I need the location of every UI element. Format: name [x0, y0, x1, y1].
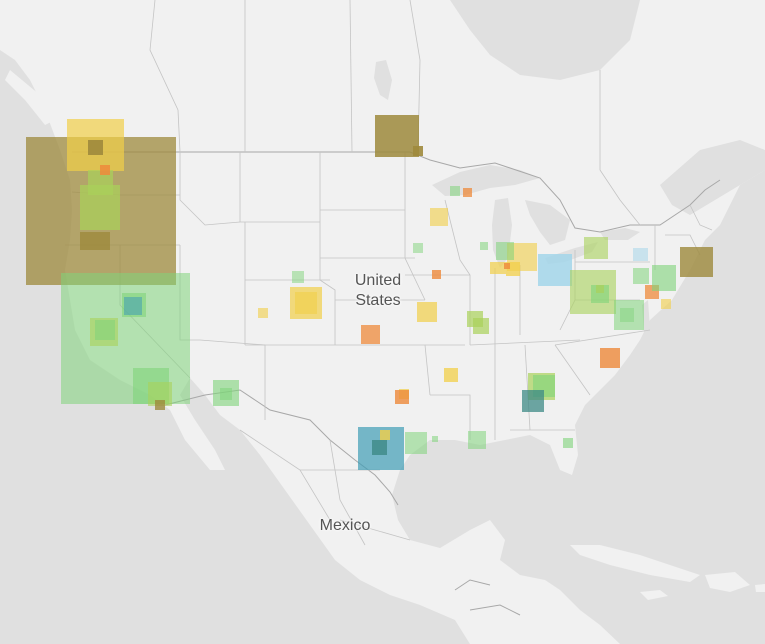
map-marker[interactable]: [661, 299, 671, 309]
cuba-landmass: [570, 545, 700, 582]
state-border-nc-va: [554, 329, 651, 346]
map-marker[interactable]: [468, 431, 486, 449]
state-border-wi-il: [444, 199, 471, 345]
province-border-bc-ab: [149, 0, 181, 153]
st-lawrence-gulf: [660, 140, 765, 215]
map-marker[interactable]: [444, 368, 458, 382]
map-marker[interactable]: [220, 388, 232, 400]
map-marker[interactable]: [375, 115, 419, 157]
map-marker[interactable]: [361, 325, 380, 344]
map-marker[interactable]: [380, 430, 390, 440]
map-marker[interactable]: [504, 263, 510, 269]
map-marker[interactable]: [591, 285, 609, 303]
map-marker[interactable]: [413, 146, 423, 156]
map-marker[interactable]: [563, 438, 573, 448]
map-marker[interactable]: [405, 432, 427, 454]
state-border-mt-wy: [239, 152, 320, 223]
map-marker[interactable]: [395, 390, 409, 404]
map-marker[interactable]: [432, 270, 441, 279]
map-marker[interactable]: [490, 262, 506, 274]
map-marker[interactable]: [600, 348, 620, 368]
state-border-ar-la: [430, 394, 471, 440]
state-border-al-ga: [524, 344, 531, 431]
map-marker[interactable]: [292, 271, 304, 283]
map-marker[interactable]: [680, 247, 713, 277]
mexico-state-border-2: [329, 439, 366, 546]
state-border-ky-tn: [469, 339, 581, 346]
map-marker[interactable]: [413, 243, 423, 253]
state-border-nd-sd: [319, 152, 336, 345]
jamaica-landmass: [640, 590, 668, 600]
map-marker[interactable]: [596, 285, 604, 293]
hudson-bay: [450, 0, 640, 80]
map-marker[interactable]: [432, 436, 438, 442]
map-marker[interactable]: [295, 292, 317, 314]
map-marker[interactable]: [430, 208, 448, 226]
province-border-on-qc: [599, 70, 641, 226]
hispaniola-landmass: [705, 572, 750, 592]
vancouver-island: [5, 70, 55, 125]
map-marker[interactable]: [124, 297, 142, 315]
marker-layer: [26, 115, 713, 470]
water-bodies: [374, 0, 765, 332]
map-marker[interactable]: [620, 308, 634, 322]
map-marker[interactable]: [463, 188, 472, 197]
map-marker[interactable]: [372, 440, 387, 455]
map-marker[interactable]: [80, 232, 110, 250]
map-marker[interactable]: [522, 390, 544, 412]
us-canada-border: [72, 151, 721, 233]
province-border-sk-mb: [349, 0, 353, 153]
map-marker[interactable]: [633, 248, 648, 261]
puerto-rico-landmass: [755, 584, 765, 592]
lake-ontario: [600, 228, 640, 240]
map-marker[interactable]: [95, 320, 115, 340]
lake-winnipeg: [374, 60, 392, 100]
map-marker[interactable]: [473, 318, 489, 334]
state-border-id-mt: [179, 152, 241, 226]
map-marker[interactable]: [417, 302, 437, 322]
map-marker[interactable]: [614, 300, 644, 330]
map-marker[interactable]: [538, 254, 572, 286]
map-marker[interactable]: [450, 186, 460, 196]
map-marker[interactable]: [88, 140, 103, 155]
province-border-qc-nb: [689, 204, 713, 231]
central-america-border-2: [469, 604, 521, 616]
state-border-ga-sc: [554, 344, 591, 396]
map-marker[interactable]: [496, 242, 514, 260]
lake-huron: [525, 200, 570, 245]
mexico-state-border-4: [339, 519, 411, 541]
map-marker[interactable]: [100, 165, 110, 175]
map-marker[interactable]: [652, 265, 676, 291]
map-marker[interactable]: [584, 237, 608, 259]
map-marker[interactable]: [633, 268, 649, 284]
newfoundland-landmass: [745, 0, 765, 40]
map-marker[interactable]: [155, 400, 165, 410]
state-border-mn-wi: [404, 152, 426, 301]
central-america-border-1: [454, 579, 491, 591]
map-marker[interactable]: [258, 308, 268, 318]
map-marker[interactable]: [480, 242, 488, 250]
